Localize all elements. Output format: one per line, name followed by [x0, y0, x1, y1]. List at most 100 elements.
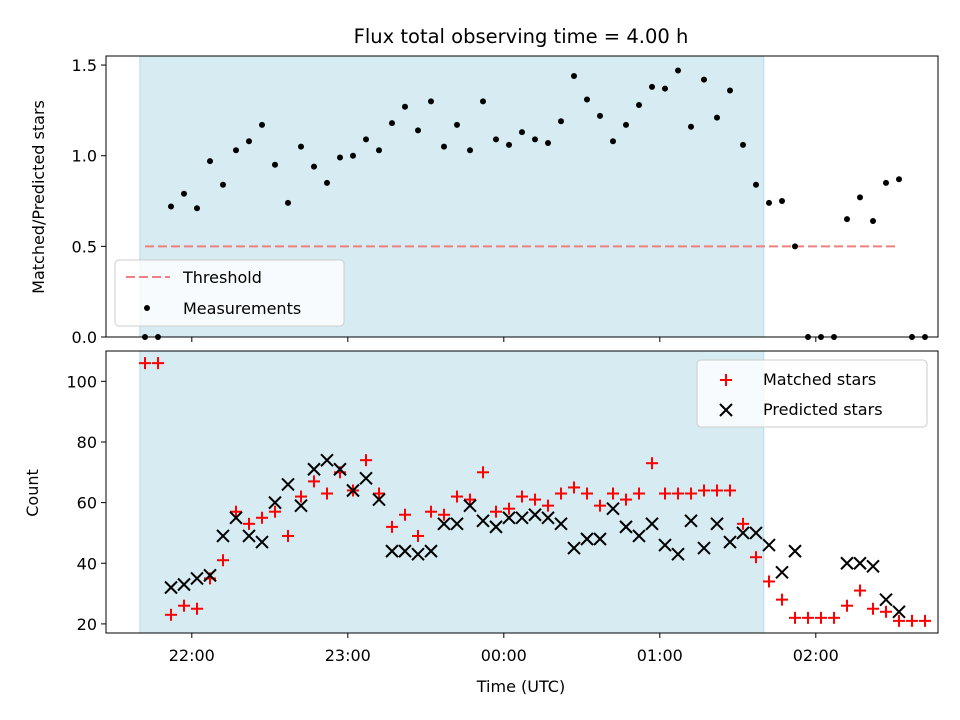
- measurement-point: [220, 181, 226, 188]
- matched-legend-label: Matched stars: [763, 370, 876, 389]
- measurement-point: [493, 136, 499, 143]
- predicted-star-point: [411, 547, 425, 561]
- matched-star-point: [867, 602, 879, 615]
- measurement-point: [246, 138, 252, 145]
- matched-star-point: [724, 484, 736, 497]
- measurement-point: [402, 103, 408, 110]
- bottom-legend-box: [696, 359, 928, 428]
- predicted-star-point: [385, 544, 399, 558]
- predicted-star-point: [229, 511, 243, 525]
- measurement-point: [727, 87, 733, 94]
- matched-star-point: [243, 517, 255, 530]
- measurement-point: [467, 147, 473, 154]
- top-x-ticks: [191, 337, 817, 342]
- measurement-point: [441, 143, 447, 150]
- matched-star-point: [750, 551, 762, 564]
- matched-star-point: [711, 484, 723, 497]
- measurement-point: [324, 179, 330, 186]
- predicted-star-point: [528, 508, 542, 522]
- predicted-star-point: [554, 517, 568, 531]
- predicted-star-point: [879, 592, 893, 607]
- matched-star-point: [854, 584, 866, 597]
- measurement-point: [376, 147, 382, 154]
- measurement-point: [480, 98, 486, 105]
- measurement-point: [415, 127, 421, 134]
- measurements-legend-marker: [144, 305, 150, 311]
- top-plot-frame: [105, 55, 939, 338]
- measurement-point: [623, 121, 629, 128]
- predicted-star-point: [450, 517, 464, 531]
- predicted-star-point: [203, 568, 217, 583]
- measurement-point: [337, 154, 343, 161]
- x-tick-label: 23:00: [325, 646, 371, 665]
- measurements-series: [142, 67, 928, 340]
- matched-star-point: [789, 611, 801, 624]
- predicted-star-point: [762, 538, 776, 552]
- predicted-star-point: [424, 544, 438, 558]
- matched-star-point: [230, 505, 242, 518]
- bottom-y-tick-label: 80: [77, 433, 97, 452]
- matched-star-point: [620, 493, 632, 506]
- matched-star-point: [269, 505, 281, 518]
- measurement-point: [545, 140, 551, 147]
- bottom-y-tick-label: 100: [66, 372, 97, 391]
- matched-star-point: [594, 499, 606, 512]
- predicted-star-point: [190, 571, 204, 586]
- measurement-point: [194, 205, 200, 212]
- matched-star-point: [542, 499, 554, 512]
- measurement-point: [662, 85, 668, 92]
- matched-star-point: [659, 487, 671, 500]
- predicted-star-point: [476, 514, 490, 528]
- measurement-point: [389, 120, 395, 127]
- matched-star-point: [529, 493, 541, 506]
- bottom-plot-frame: [105, 350, 939, 634]
- predicted-star-point: [684, 514, 698, 528]
- bottom-y-axis-label: Count: [23, 469, 42, 517]
- predicted-star-point: [255, 535, 269, 549]
- matched-star-point: [503, 502, 515, 515]
- measurement-point: [506, 141, 512, 148]
- matched-star-point: [373, 487, 385, 500]
- bottom-y-tick-label: 60: [77, 494, 97, 513]
- matched-star-point: [451, 490, 463, 503]
- top-y-tick-label: 0.5: [72, 237, 97, 256]
- matched-star-point: [152, 357, 164, 370]
- predicted-star-point: [658, 538, 672, 552]
- top-y-tick-label: 0.0: [72, 328, 97, 347]
- predicted-star-point: [307, 462, 321, 476]
- matched-star-point: [477, 466, 489, 479]
- top-legend-box: [114, 259, 345, 327]
- predicted-star-point: [216, 529, 230, 543]
- matched-star-point: [828, 611, 840, 624]
- observing-window-shade-bottom: [139, 350, 765, 634]
- bottom-y-ticks: 20 40 60 80 100: [66, 372, 106, 634]
- matched-star-point: [438, 508, 450, 521]
- measurement-point: [896, 176, 902, 183]
- chart-title: Flux total observing time = 4.00 h: [354, 25, 689, 48]
- measurement-point: [558, 118, 564, 125]
- measurement-point: [350, 152, 356, 159]
- predicted-star-point: [723, 535, 737, 549]
- measurement-point: [207, 158, 213, 165]
- matched-star-point: [360, 454, 372, 467]
- matched-star-point: [776, 593, 788, 606]
- predicted-star-point: [645, 517, 659, 531]
- bottom-y-tick-label: 20: [77, 615, 97, 634]
- measurement-point: [584, 96, 590, 103]
- measurement-point: [298, 143, 304, 150]
- measurement-point: [168, 203, 174, 210]
- predicted-star-point: [593, 532, 607, 546]
- matched-legend-marker: [720, 374, 732, 386]
- measurement-point: [532, 136, 538, 143]
- predicted-star-point: [775, 565, 789, 580]
- measurement-point: [844, 216, 850, 223]
- measurement-point: [701, 76, 707, 83]
- matched-star-point: [412, 529, 424, 542]
- predicted-star-point: [606, 501, 620, 516]
- top-panel: 0.0 0.5 1.0 1.5 Matched/Predicted stars Thr…: [29, 55, 939, 347]
- measurement-point: [610, 138, 616, 145]
- measurement-point: [311, 163, 317, 170]
- x-tick-label: 22:00: [169, 646, 215, 665]
- predicted-star-point: [619, 520, 633, 534]
- measurement-point: [233, 147, 239, 154]
